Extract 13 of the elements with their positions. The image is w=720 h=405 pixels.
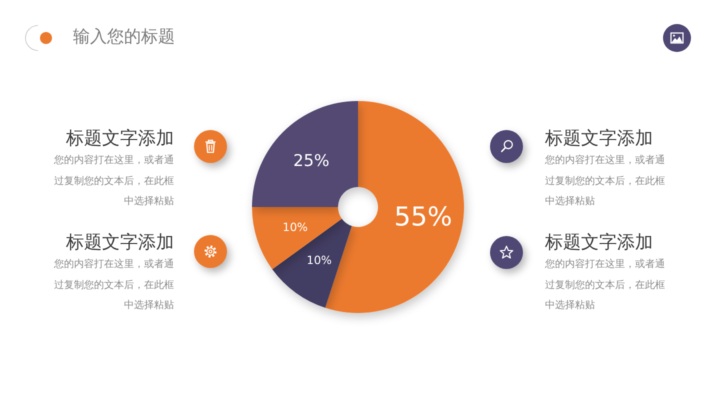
text: 标题文字添加 — [545, 127, 654, 151]
text: 您的内容打在这里，或者通过复制您的文本后，在此框中选择粘贴 — [53, 154, 174, 209]
text: 标题文字添加 — [65, 127, 174, 151]
data-label: 10% — [282, 220, 308, 234]
data-label: 10% — [306, 254, 332, 267]
text: 您的内容打在这里，或者通过复制您的文本后，在此框中选择粘贴 — [545, 258, 666, 313]
chart-title: 输入您的标题 — [73, 26, 175, 48]
data-label: 55% — [394, 202, 452, 232]
text: 标题文字添加 — [65, 231, 174, 255]
data-label: 25% — [293, 150, 330, 170]
text: 您的内容打在这里，或者通过复制您的文本后，在此框中选择粘贴 — [53, 258, 174, 313]
text: 您的内容打在这里，或者通过复制您的文本后，在此框中选择粘贴 — [545, 154, 666, 209]
text: 标题文字添加 — [545, 231, 654, 255]
